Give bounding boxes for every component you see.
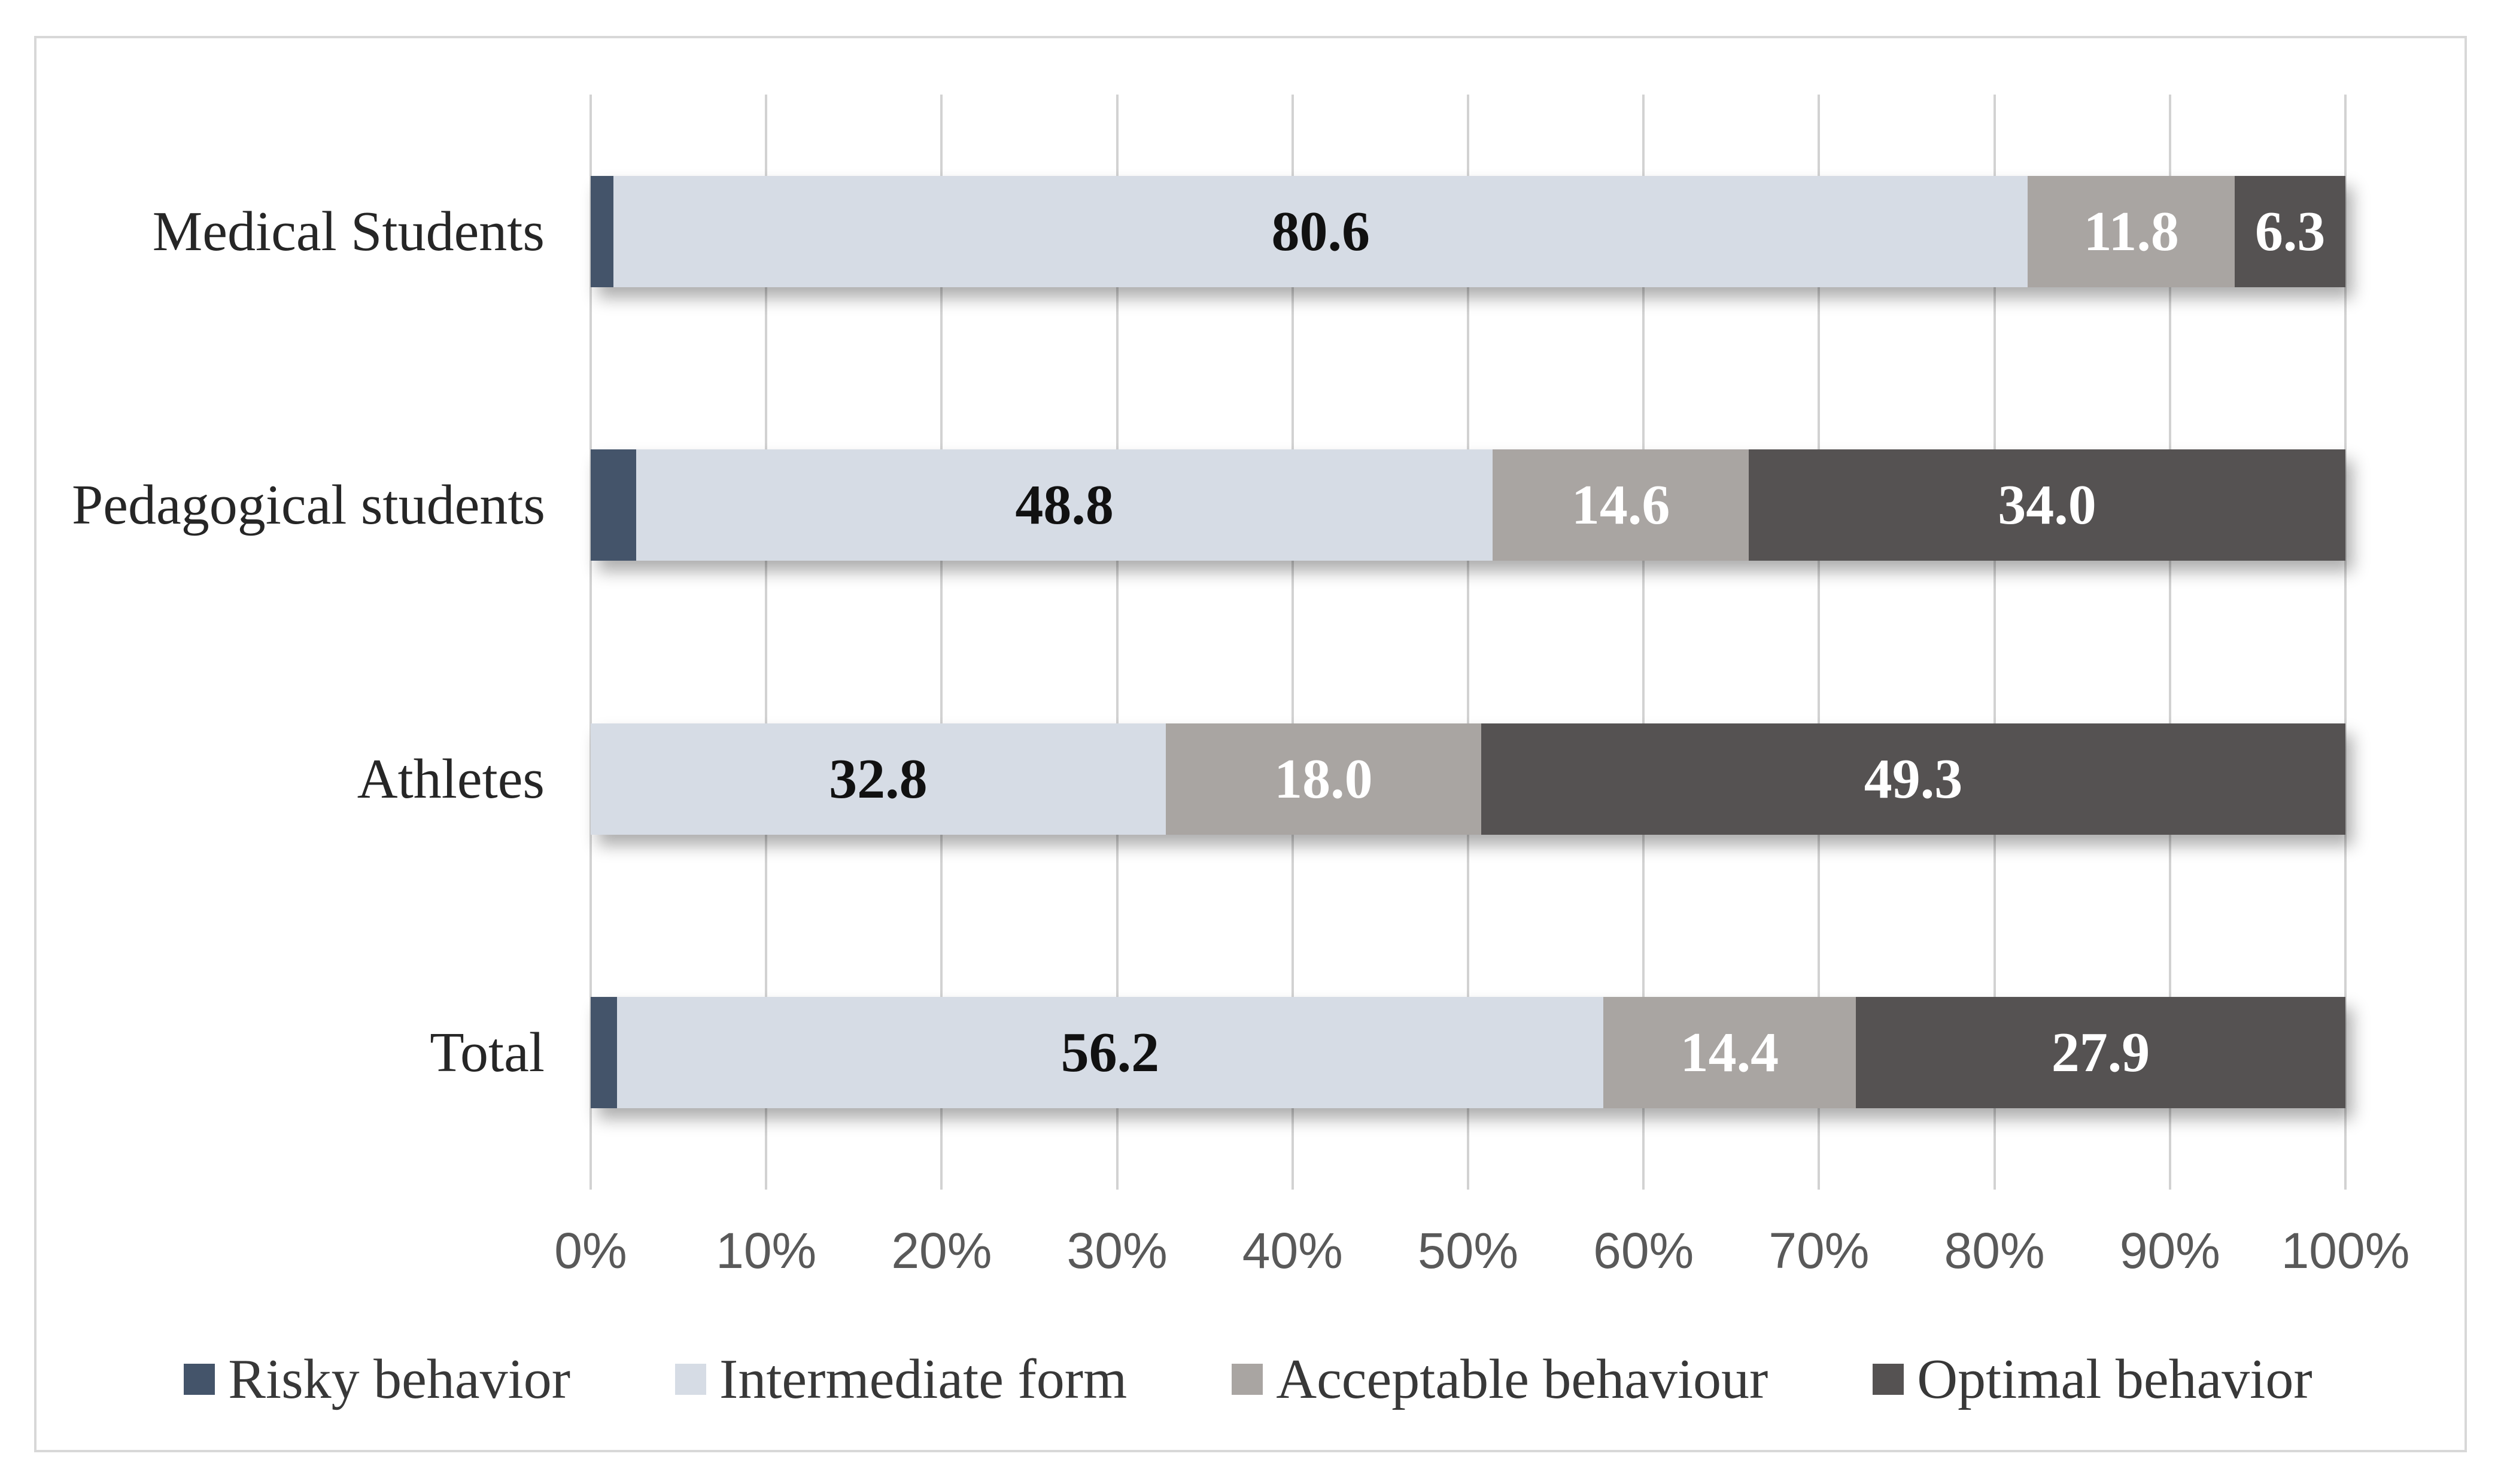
value-label: 14.6 (1571, 474, 1670, 537)
gridline (1818, 95, 1821, 1190)
gridline (1993, 95, 1996, 1190)
bar-row: 1.380.611.86.3 (591, 175, 2345, 287)
legend-label: Risky behavior (228, 1348, 571, 1410)
gridline (1116, 95, 1119, 1190)
gridline (1642, 95, 1645, 1190)
value-label: 34.0 (1998, 474, 2096, 537)
value-label: 56.2 (1060, 1021, 1160, 1084)
category-label: Medical Students (152, 200, 545, 263)
bar-row: 2.648.814.634.0 (591, 449, 2345, 561)
bar-segment-risky-behavior (591, 997, 617, 1109)
axis-tick-label: 60% (1593, 1223, 1694, 1279)
bar-segment-acceptable-behaviour: 14.6 (1493, 449, 1749, 561)
gridline (2344, 95, 2347, 1190)
plot-area: 1.380.611.86.32.648.814.634.0032.818.049… (589, 95, 2347, 1190)
axis-tick-label: 10% (716, 1223, 817, 1279)
bar-row: 1.556.214.427.9 (591, 997, 2345, 1109)
bar-segment-risky-behavior (591, 449, 637, 561)
bar-segment-acceptable-behaviour: 11.8 (2028, 175, 2235, 287)
axis-tick-label: 30% (1066, 1223, 1168, 1279)
legend-swatch-icon (1232, 1364, 1263, 1395)
legend-item: Acceptable behaviour (1232, 1351, 1768, 1407)
value-label: 49.3 (1864, 747, 1963, 810)
bar-segment-intermediate-form: 80.6 (613, 175, 2028, 287)
gridline (1467, 95, 1469, 1190)
legend-item: Intermediate form (675, 1351, 1127, 1407)
bar-segment-intermediate-form: 56.2 (616, 997, 1603, 1109)
axis-tick-label: 90% (2119, 1223, 2220, 1279)
gridline (2168, 95, 2171, 1190)
legend-label: Optimal behavior (1917, 1348, 2312, 1410)
axis-tick-label: 70% (1768, 1223, 1870, 1279)
bars-layer: 1.380.611.86.32.648.814.634.0032.818.049… (591, 95, 2345, 1190)
value-label: 48.8 (1015, 474, 1114, 537)
value-label: 18.0 (1274, 747, 1373, 810)
bar-segment-optimal-behavior: 34.0 (1749, 449, 2345, 561)
gridline (589, 95, 592, 1190)
bar-segment-intermediate-form: 48.8 (636, 449, 1493, 561)
legend-label: Intermediate form (719, 1348, 1128, 1410)
legend-swatch-icon (184, 1364, 215, 1395)
category-axis: Medical Students Pedagogical students Athl… (72, 95, 545, 1190)
legend-swatch-icon (675, 1364, 707, 1395)
legend-item: Optimal behavior (1873, 1351, 2312, 1407)
axis-tick-label: 20% (891, 1223, 992, 1279)
legend-swatch-icon (1873, 1364, 1904, 1395)
category-label: Total (430, 1021, 545, 1084)
legend-label: Acceptable behaviour (1276, 1348, 1768, 1410)
legend: Risky behavior Intermediate form Acceptabl… (34, 1340, 2462, 1418)
gridline (940, 95, 943, 1190)
category-label: Pedagogical students (72, 474, 546, 537)
value-label: 80.6 (1271, 200, 1370, 263)
bar-segment-acceptable-behaviour: 18.0 (1165, 723, 1481, 835)
value-label: 32.8 (829, 747, 928, 810)
value-label: 6.3 (2254, 200, 2326, 263)
bar-segment-risky-behavior (591, 175, 614, 287)
value-label: 11.8 (2083, 200, 2179, 263)
gridline (765, 95, 768, 1190)
axis-tick-label: 0% (554, 1223, 627, 1279)
bar-row: 032.818.049.3 (591, 723, 2345, 835)
axis-tick-label: 80% (1944, 1223, 2045, 1279)
gridline (1291, 95, 1294, 1190)
percent-axis: 0% 10% 20% 30% 40% 50% 60% 70% 80% 90% 100% (554, 1221, 2409, 1293)
legend-item: Risky behavior (184, 1351, 570, 1407)
axis-tick-label: 40% (1242, 1223, 1343, 1279)
bar-segment-acceptable-behaviour: 14.4 (1603, 997, 1856, 1109)
bar-segment-optimal-behavior: 27.9 (1855, 997, 2345, 1109)
axis-tick-label: 50% (1417, 1223, 1519, 1279)
value-label: 27.9 (2051, 1021, 2150, 1084)
value-label: 14.4 (1680, 1021, 1779, 1084)
bar-segment-optimal-behavior: 6.3 (2235, 175, 2345, 287)
bar-segment-intermediate-form: 32.8 (591, 723, 1166, 835)
category-label: Athletes (357, 747, 545, 810)
bar-segment-optimal-behavior: 49.3 (1481, 723, 2345, 835)
axis-tick-label: 100% (2281, 1223, 2410, 1279)
